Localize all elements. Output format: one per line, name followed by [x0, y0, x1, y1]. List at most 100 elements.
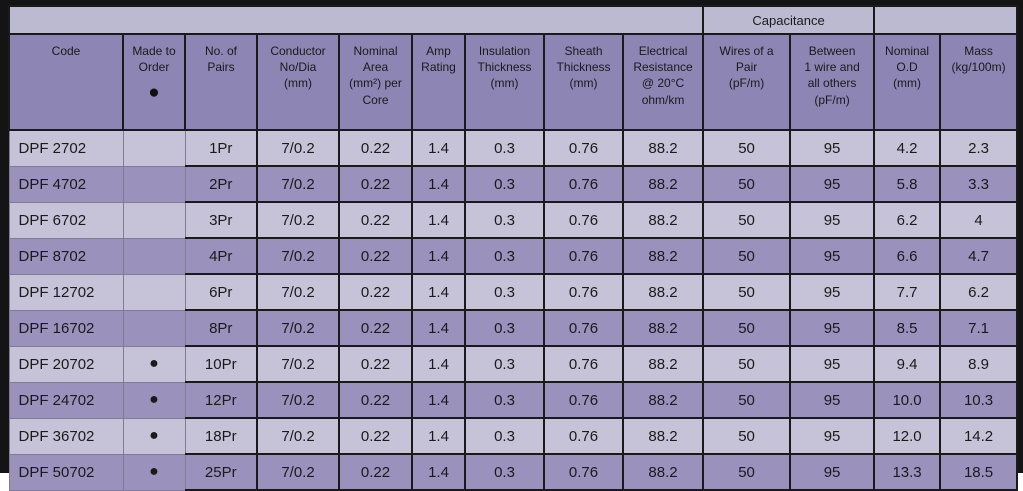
column-header-sheath: Sheath Thickness (mm) [543, 33, 624, 131]
cell-pairs: 6Pr [184, 273, 258, 311]
cell-sheath: 0.76 [543, 273, 624, 311]
column-header-mass-label: Mass (kg/100m) [951, 44, 1006, 75]
cell-mass: 8.9 [939, 345, 1019, 383]
cell-insulation: 0.3 [464, 165, 545, 203]
column-header-insulation-label: Insulation Thickness (mm) [477, 44, 532, 91]
cell-cap_pair: 50 [702, 273, 792, 311]
table-row: DPF 4702 2Pr 7/0.2 0.22 1.4 0.3 0.76 88.2 50 95 5.… [8, 165, 1019, 203]
cell-nominal_od: 7.7 [873, 273, 942, 311]
column-header-capacitance-others-label: Between 1 wire and all others (pF/m) [804, 44, 860, 107]
column-header-nominal-area-label: Nominal Area (mm²) per Core [349, 44, 402, 107]
cell-nominal_od: 8.5 [873, 309, 942, 347]
cell-amp_rating: 1.4 [411, 417, 466, 455]
cell-amp_rating: 1.4 [411, 453, 466, 491]
cell-nominal_od: 6.6 [873, 237, 942, 275]
cell-nominal_od: 13.3 [873, 453, 942, 491]
cell-made_to_order [122, 201, 186, 239]
cell-code: DPF 36702 [8, 417, 124, 455]
cell-cap_others: 95 [789, 417, 876, 455]
cell-insulation: 0.3 [464, 273, 545, 311]
cell-cap_pair: 50 [702, 201, 792, 239]
column-header-nominal-od-label: Nominal O.D (mm) [885, 44, 930, 91]
cell-cap_pair: 50 [702, 453, 792, 491]
cell-nominal_area: 0.22 [338, 345, 413, 383]
cell-cap_others: 95 [789, 453, 876, 491]
cell-cap_others: 95 [789, 309, 876, 347]
cell-nominal_area: 0.22 [338, 129, 413, 167]
cell-resistance: 88.2 [621, 345, 705, 383]
column-header-code-label: Code [51, 44, 81, 58]
cell-sheath: 0.76 [543, 453, 624, 491]
cell-conductor: 7/0.2 [256, 453, 340, 491]
cell-made_to_order: ● [122, 417, 186, 455]
cable-spec-table: Capacitance Code Made to Order ● No. of … [7, 5, 1019, 491]
cell-sheath: 0.76 [543, 165, 624, 203]
cell-code: DPF 20702 [8, 345, 124, 383]
table-row: DPF 36702 ● 18Pr 7/0.2 0.22 1.4 0.3 0.76 88.2 50 9… [8, 417, 1019, 455]
cell-made_to_order [122, 165, 186, 203]
cell-nominal_area: 0.22 [338, 453, 413, 491]
cell-code: DPF 2702 [8, 129, 124, 167]
column-header-resistance-label: Electrical Resistance @ 20°C ohm/km [633, 44, 693, 107]
column-header-amp-rating-label: Amp Rating [421, 44, 456, 75]
cell-amp_rating: 1.4 [411, 309, 466, 347]
cell-nominal_area: 0.22 [338, 237, 413, 275]
column-header-resistance: Electrical Resistance @ 20°C ohm/km [621, 33, 705, 131]
cell-cap_others: 95 [789, 273, 876, 311]
cell-nominal_od: 9.4 [873, 345, 942, 383]
column-header-code: Code [8, 33, 124, 131]
cell-mass: 14.2 [939, 417, 1019, 455]
cell-cap_others: 95 [789, 201, 876, 239]
cell-cap_pair: 50 [702, 345, 792, 383]
made-to-order-bullet-icon: ● [148, 82, 160, 104]
table-row: DPF 24702 ● 12Pr 7/0.2 0.22 1.4 0.3 0.76 88.2 50 9… [8, 381, 1019, 419]
cell-sheath: 0.76 [543, 201, 624, 239]
cell-conductor: 7/0.2 [256, 237, 340, 275]
cell-insulation: 0.3 [464, 453, 545, 491]
cell-code: DPF 6702 [8, 201, 124, 239]
cell-mass: 4 [939, 201, 1019, 239]
capacitance-group-header: Capacitance [702, 5, 876, 35]
cell-conductor: 7/0.2 [256, 129, 340, 167]
cell-cap_others: 95 [789, 345, 876, 383]
cell-resistance: 88.2 [621, 237, 705, 275]
table-row: DPF 16702 8Pr 7/0.2 0.22 1.4 0.3 0.76 88.2 50 95 8… [8, 309, 1019, 347]
cell-made_to_order [122, 237, 186, 275]
cell-mass: 18.5 [939, 453, 1019, 491]
cell-pairs: 1Pr [184, 129, 258, 167]
cell-resistance: 88.2 [621, 165, 705, 203]
cell-amp_rating: 1.4 [411, 381, 466, 419]
cell-nominal_area: 0.22 [338, 417, 413, 455]
cell-insulation: 0.3 [464, 417, 545, 455]
column-header-made-to-order-label: Made to Order [132, 44, 176, 75]
cell-resistance: 88.2 [621, 309, 705, 347]
cell-cap_pair: 50 [702, 129, 792, 167]
cell-resistance: 88.2 [621, 381, 705, 419]
cell-nominal_area: 0.22 [338, 309, 413, 347]
cell-mass: 6.2 [939, 273, 1019, 311]
cell-made_to_order [122, 129, 186, 167]
cell-pairs: 10Pr [184, 345, 258, 383]
cell-made_to_order: ● [122, 381, 186, 419]
cell-pairs: 3Pr [184, 201, 258, 239]
cell-amp_rating: 1.4 [411, 273, 466, 311]
cell-made_to_order: ● [122, 453, 186, 491]
cell-conductor: 7/0.2 [256, 273, 340, 311]
cell-cap_pair: 50 [702, 417, 792, 455]
top-band-right-spacer [873, 5, 1019, 35]
column-header-conductor: Conductor No/Dia (mm) [256, 33, 340, 131]
column-header-mass: Mass (kg/100m) [939, 33, 1019, 131]
cell-code: DPF 8702 [8, 237, 124, 275]
cell-made_to_order: ● [122, 345, 186, 383]
cell-nominal_od: 10.0 [873, 381, 942, 419]
cell-sheath: 0.76 [543, 129, 624, 167]
cell-cap_pair: 50 [702, 165, 792, 203]
cell-insulation: 0.3 [464, 201, 545, 239]
table-body: DPF 2702 1Pr 7/0.2 0.22 1.4 0.3 0.76 88.2 50 95 4.… [8, 129, 1019, 491]
cell-nominal_area: 0.22 [338, 381, 413, 419]
cell-insulation: 0.3 [464, 345, 545, 383]
cell-cap_others: 95 [789, 237, 876, 275]
top-band-left-spacer [7, 5, 705, 35]
cell-amp_rating: 1.4 [411, 201, 466, 239]
